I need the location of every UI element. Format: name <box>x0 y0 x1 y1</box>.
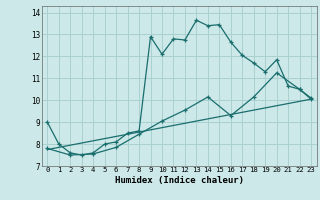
X-axis label: Humidex (Indice chaleur): Humidex (Indice chaleur) <box>115 176 244 185</box>
